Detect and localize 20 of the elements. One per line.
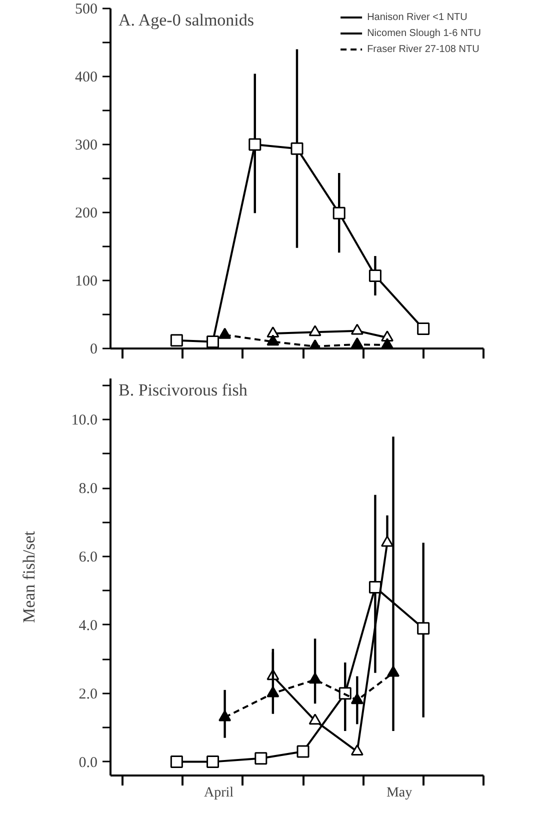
y-tick-label: 500 [75, 2, 98, 18]
y-tick-label: 200 [75, 206, 98, 222]
legend-label: Nicomen Slough 1-6 NTU [367, 26, 481, 40]
x-tick-label: May [386, 786, 412, 800]
y-tick-label: 6.0 [78, 549, 98, 566]
y-tick-label: 4.0 [78, 618, 98, 634]
x-tick-label: April [204, 786, 234, 800]
y-tick-label: 0 [90, 342, 98, 358]
y-tick-label: 0.0 [78, 754, 98, 771]
chart-title: A. Age-0 salmonids [118, 10, 254, 30]
y-tick-label: 300 [75, 138, 98, 154]
y-tick-label: 400 [75, 70, 98, 86]
y-tick-label: 2.0 [78, 686, 98, 702]
y-tick-label: 100 [75, 274, 98, 290]
legend-label: Fraser River 27-108 NTU [367, 42, 480, 56]
y-tick-label: 10.0 [71, 412, 98, 429]
y-axis-title: Mean fish/set [19, 530, 38, 624]
legend-label: Hanison River <1 NTU [367, 10, 468, 24]
chart-title: B. Piscivorous fish [118, 380, 248, 400]
y-tick-label: 8.0 [78, 481, 98, 498]
